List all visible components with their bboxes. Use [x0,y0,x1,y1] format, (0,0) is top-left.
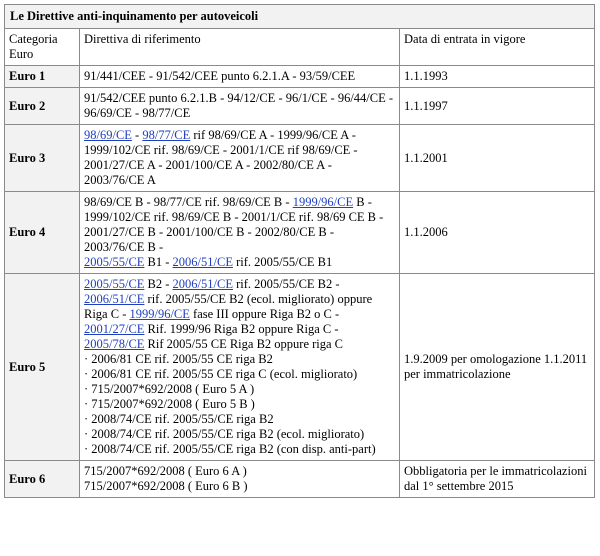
directive-text: · 715/2007*692/2008 ( Euro 5 A ) [84,382,255,396]
directive-line: · 2006/81 CE rif. 2005/55 CE riga C (eco… [84,367,395,382]
directive-line: · 2006/81 CE rif. 2005/55 CE riga B2 [84,352,395,367]
directive-link[interactable]: 98/77/CE [142,128,191,142]
directive-cell: 2005/55/CE B2 - 2006/51/CE rif. 2005/55/… [79,273,400,461]
directive-cell: 715/2007*692/2008 ( Euro 6 A ) 715/2007*6… [79,460,400,498]
date-cell: 1.1.1997 [399,87,595,125]
directive-text: fase III oppure Riga B2 o C - [189,307,340,321]
directive-line: 98/69/CE - 98/77/CE rif 98/69/CE A - 199… [84,128,395,188]
directive-text: · 715/2007*692/2008 ( Euro 5 B ) [84,397,255,411]
directive-link[interactable]: 2005/78/CE [84,337,145,351]
emission-directives-table: Le Direttive anti-inquinamento per autov… [4,4,595,498]
directive-text: - [131,128,143,142]
directive-cell: 98/69/CE B - 98/77/CE rif. 98/69/CE B - … [79,191,400,274]
directive-line: · 2008/74/CE rif. 2005/55/CE riga B2 [84,412,395,427]
table-caption: Le Direttive anti-inquinamento per autov… [4,4,595,29]
directive-text: 715/2007*692/2008 ( Euro 6 A ) [84,464,247,478]
directive-text: · 2006/81 CE rif. 2005/55 CE riga B2 [84,352,273,366]
date-cell: 1.9.2009 per omologazione 1.1.2011 per i… [399,273,595,461]
directive-cell: 91/441/CEE - 91/542/CEE punto 6.2.1.A - … [79,65,400,88]
directive-text: · 2008/74/CE rif. 2005/55/CE riga B2 (ec… [84,427,365,441]
category-cell: Euro 5 [4,273,80,461]
header-direttiva: Direttiva di riferimento [79,28,400,66]
table-row: Euro 5 2005/55/CE B2 - 2006/51/CE rif. 20… [4,273,595,461]
directive-line: · 715/2007*692/2008 ( Euro 5 A ) [84,382,395,397]
directive-link[interactable]: 2005/55/CE [84,255,145,269]
header-categoria: Categoria Euro [4,28,80,66]
directive-link[interactable]: 2005/55/CE [84,277,145,291]
date-cell: 1.1.2001 [399,124,595,192]
directive-text: rif 98/69/CE A - 1999/96/CE A - 1999/102… [84,128,358,187]
directive-text: 98/69/CE B - 98/77/CE rif. 98/69/CE B - [84,195,293,209]
directive-link[interactable]: 2006/51/CE [172,255,233,269]
directive-line: 98/69/CE B - 98/77/CE rif. 98/69/CE B - … [84,195,395,255]
directive-line: · 715/2007*692/2008 ( Euro 5 B ) [84,397,395,412]
table-row: Euro 4 98/69/CE B - 98/77/CE rif. 98/69/C… [4,191,595,274]
directive-text: 91/542/CEE punto 6.2.1.B - 94/12/CE - 96… [84,91,394,120]
date-cell: Obbligatoria per le immatricolazioni dal… [399,460,595,498]
directive-link[interactable]: 1999/96/CE [292,195,354,209]
date-cell: 1.1.2006 [399,191,595,274]
category-cell: Euro 1 [4,65,80,88]
directive-link[interactable]: 2006/51/CE [172,277,233,291]
directive-cell: 98/69/CE - 98/77/CE rif 98/69/CE A - 199… [79,124,400,192]
directive-line: 2005/55/CE B1 - 2006/51/CE rif. 2005/55/… [84,255,395,270]
date-cell: 1.1.1993 [399,65,595,88]
directive-text: rif. 2005/55/CE B1 [232,255,333,269]
directive-line: 715/2007*692/2008 ( Euro 6 A ) [84,464,395,479]
directive-link[interactable]: 2001/27/CE [84,322,145,336]
directive-text: · 2006/81 CE rif. 2005/55 CE riga C (eco… [84,367,358,381]
table-row: Euro 1 91/441/CEE - 91/542/CEE punto 6.2.… [4,65,595,88]
directive-cell: 91/542/CEE punto 6.2.1.B - 94/12/CE - 96… [79,87,400,125]
directive-link[interactable]: 2006/51/CE [84,292,145,306]
directive-line: 91/441/CEE - 91/542/CEE punto 6.2.1.A - … [84,69,395,84]
category-cell: Euro 6 [4,460,80,498]
directive-line: · 2008/74/CE rif. 2005/55/CE riga B2 (ec… [84,427,395,442]
directive-line: 2005/55/CE B2 - 2006/51/CE rif. 2005/55/… [84,277,395,352]
directive-text: rif. 2005/55/CE B2 (ecol. migliorato) op… [84,292,373,321]
directive-line: 91/542/CEE punto 6.2.1.B - 94/12/CE - 96… [84,91,395,121]
header-row: Categoria Euro Direttiva di riferimento … [4,28,595,66]
directive-line: 715/2007*692/2008 ( Euro 6 B ) [84,479,395,494]
directive-text: B - 1999/102/CE rif. 98/69/CE B - 2001/1… [84,195,384,254]
directive-text: Rif. 1999/96 Riga B2 oppure Riga C - [144,322,339,336]
directive-link[interactable]: 1999/96/CE [129,307,190,321]
category-cell: Euro 2 [4,87,80,125]
category-cell: Euro 3 [4,124,80,192]
directive-text: 715/2007*692/2008 ( Euro 6 B ) [84,479,248,493]
category-cell: Euro 4 [4,191,80,274]
directive-text: B1 - [144,255,173,269]
directive-text: 91/441/CEE - 91/542/CEE punto 6.2.1.A - … [84,69,356,83]
directive-text: rif. 2005/55/CE B2 - [232,277,340,291]
directive-text: Rif 2005/55 CE Riga B2 oppure riga C [144,337,344,351]
table-caption-row: Le Direttive anti-inquinamento per autov… [4,4,595,29]
directive-line: · 2008/74/CE rif. 2005/55/CE riga B2 (co… [84,442,395,457]
directive-text: B2 - [144,277,173,291]
directive-text: · 2008/74/CE rif. 2005/55/CE riga B2 [84,412,274,426]
header-data: Data di entrata in vigore [399,28,595,66]
table-row: Euro 6 715/2007*692/2008 ( Euro 6 A ) 715/… [4,460,595,498]
table-row: Euro 2 91/542/CEE punto 6.2.1.B - 94/12/C… [4,87,595,125]
table-row: Euro 3 98/69/CE - 98/77/CE rif 98/69/CE A… [4,124,595,192]
directive-link[interactable]: 98/69/CE [84,128,132,142]
directive-text: · 2008/74/CE rif. 2005/55/CE riga B2 (co… [84,442,376,456]
